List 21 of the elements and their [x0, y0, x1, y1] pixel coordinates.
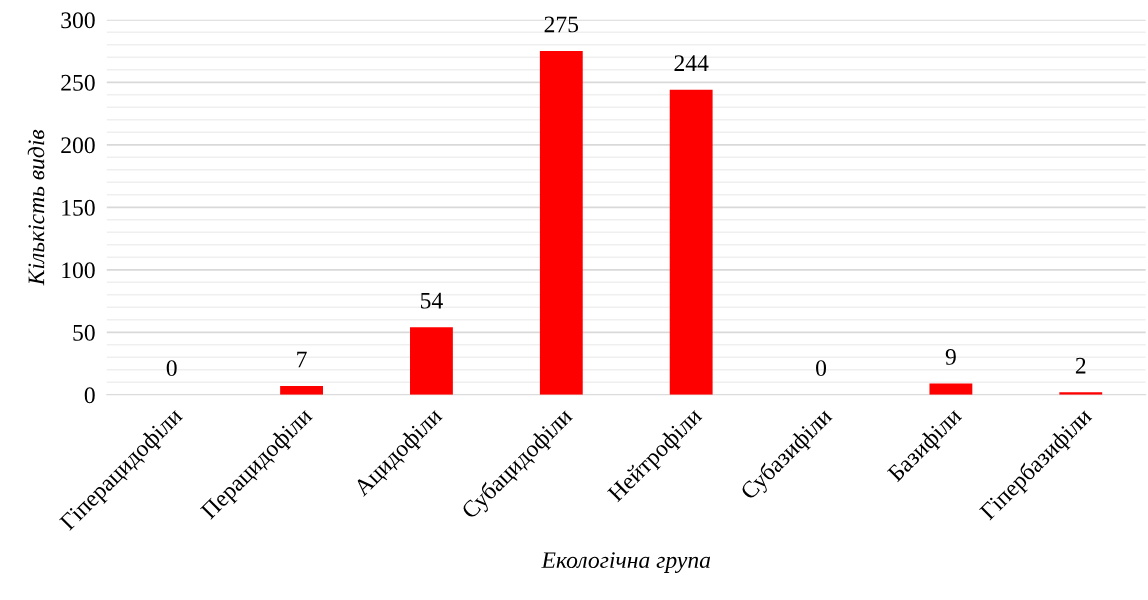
data-label: 244 [674, 55, 709, 71]
y-axis-title: Кількість видів [27, 129, 45, 286]
data-label: 7 [297, 351, 307, 368]
y-tick-label: 300 [61, 12, 95, 29]
y-tick-label: 100 [62, 262, 95, 279]
data-label: 0 [166, 360, 177, 377]
bar [410, 327, 453, 395]
y-tick-label: 0 [84, 387, 95, 404]
bar [280, 386, 323, 395]
y-tick-label: 250 [61, 74, 95, 91]
x-axis-title: Екологічна група [541, 552, 711, 573]
y-tick-label: 150 [62, 199, 95, 216]
data-label: 2 [1075, 357, 1086, 374]
bar [539, 51, 583, 395]
data-label: 54 [421, 292, 443, 309]
data-label: 0 [816, 360, 827, 377]
y-tick-label: 50 [73, 324, 95, 341]
bar [669, 89, 713, 395]
data-label: 275 [544, 16, 579, 33]
y-tick-label: 200 [61, 137, 95, 154]
data-label: 9 [945, 349, 956, 365]
